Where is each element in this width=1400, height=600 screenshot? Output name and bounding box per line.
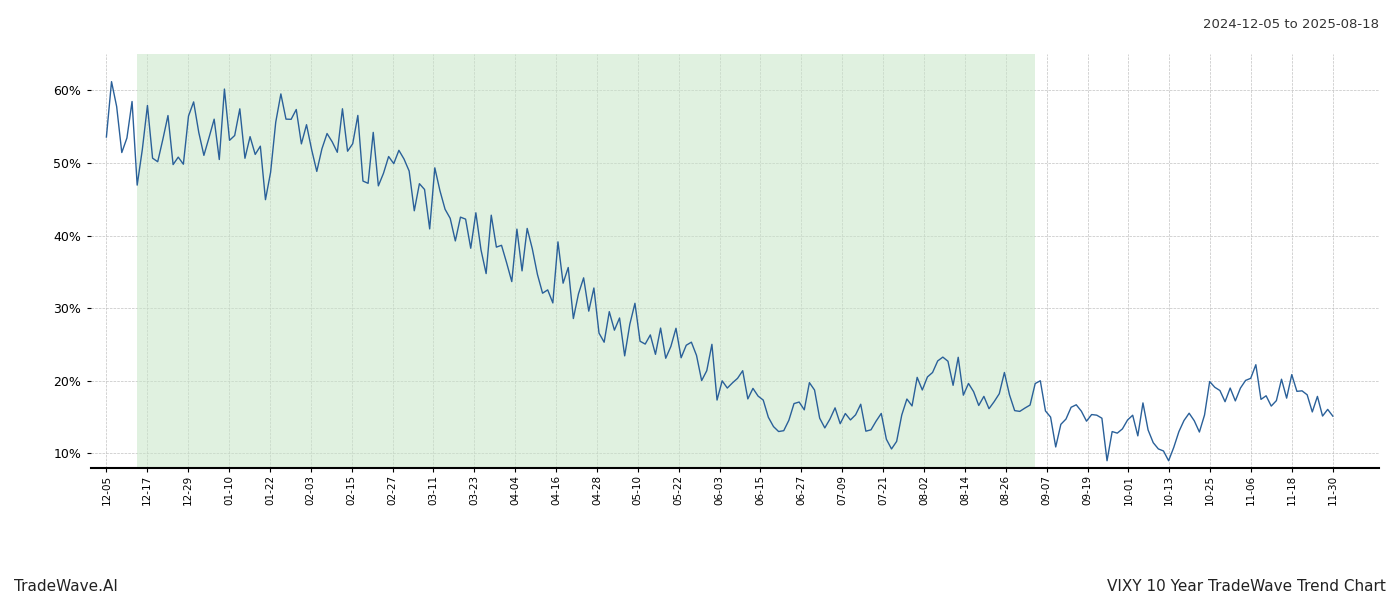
Text: 2024-12-05 to 2025-08-18: 2024-12-05 to 2025-08-18 [1203, 18, 1379, 31]
Text: VIXY 10 Year TradeWave Trend Chart: VIXY 10 Year TradeWave Trend Chart [1107, 579, 1386, 594]
Text: TradeWave.AI: TradeWave.AI [14, 579, 118, 594]
Bar [137, 54, 1035, 468]
